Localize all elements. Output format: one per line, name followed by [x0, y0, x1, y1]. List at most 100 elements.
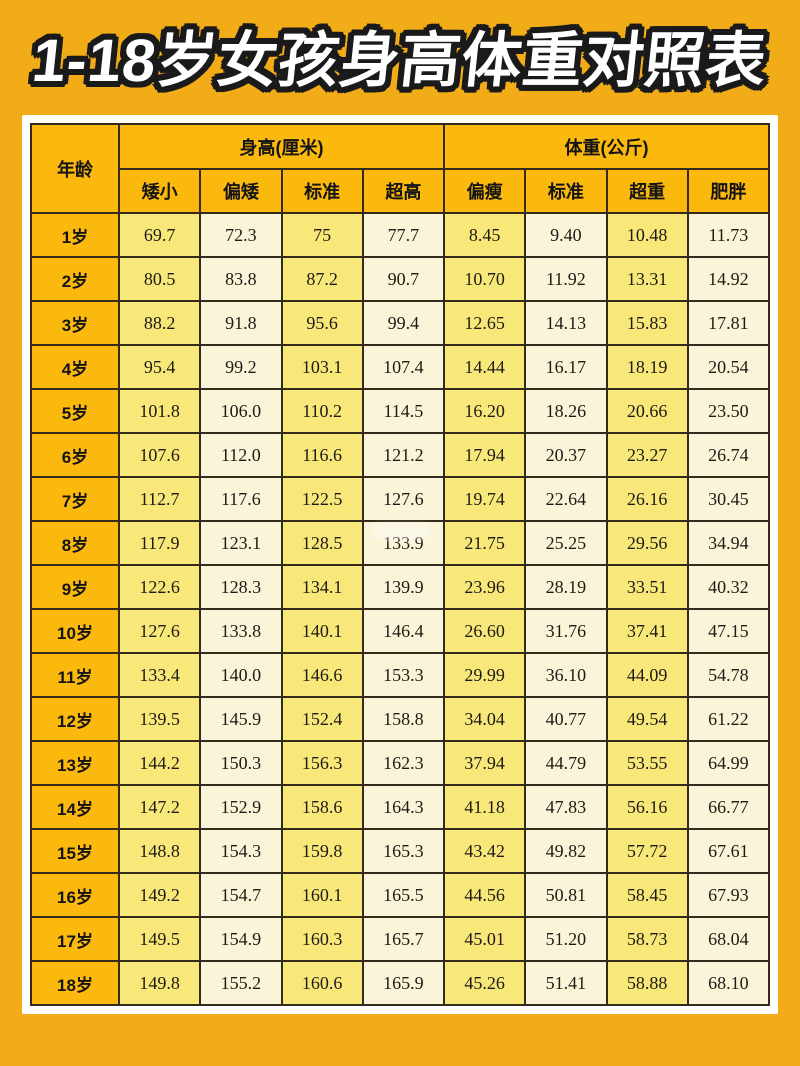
age-cell: 14岁 — [30, 784, 120, 830]
age-cell: 10岁 — [30, 608, 120, 654]
table-row: 4岁 95.4 99.2 103.1 107.4 14.44 16.17 18.19 20.54 — [30, 344, 771, 390]
table-cell: 149.2 — [117, 872, 202, 918]
table-cell: 20.54 — [686, 344, 771, 390]
table-cell: 67.93 — [686, 872, 771, 918]
table-cell: 25.25 — [524, 520, 608, 566]
table-cell: 117.9 — [117, 520, 202, 566]
table-cell: 128.3 — [199, 564, 283, 610]
table-cell: 146.4 — [361, 608, 446, 654]
table-cell: 158.8 — [361, 696, 446, 742]
age-cell: 1岁 — [30, 212, 120, 258]
age-cell: 12岁 — [30, 696, 120, 742]
column-header-standard: 标准 — [280, 168, 364, 214]
table-cell: 14.13 — [524, 300, 608, 346]
age-cell: 8岁 — [30, 520, 120, 566]
table-cell: 17.94 — [442, 432, 527, 478]
table-cell: 45.01 — [442, 916, 527, 962]
table-cell: 80.5 — [117, 256, 202, 302]
table-cell: 57.72 — [605, 828, 689, 874]
table-cell: 29.99 — [442, 652, 527, 698]
table-cell: 77.7 — [361, 212, 446, 258]
table-cell: 122.5 — [280, 476, 364, 522]
table-cell: 146.6 — [280, 652, 364, 698]
age-cell: 9岁 — [30, 564, 120, 610]
table-cell: 156.3 — [280, 740, 364, 786]
table-cell: 107.4 — [361, 344, 446, 390]
table-cell: 139.5 — [117, 696, 202, 742]
table-row: 14岁 147.2 152.9 158.6 164.3 41.18 47.83 56.16 66… — [30, 784, 771, 830]
table-cell: 75 — [280, 212, 364, 258]
age-cell: 6岁 — [30, 432, 120, 478]
table-cell: 144.2 — [117, 740, 202, 786]
table-cell: 128.5 — [280, 520, 364, 566]
table-cell: 15.83 — [605, 300, 689, 346]
table-cell: 133.4 — [117, 652, 202, 698]
table-cell: 13.31 — [605, 256, 689, 302]
table-cell: 95.6 — [280, 300, 364, 346]
table-row: 16岁 149.2 154.7 160.1 165.5 44.56 50.81 58.45 67… — [30, 872, 771, 918]
page-title: 1-18岁女孩身高体重对照表 — [29, 27, 771, 94]
table-cell: 51.41 — [524, 960, 608, 1006]
table-cell: 64.99 — [686, 740, 771, 786]
column-header-standard: 标准 — [524, 168, 608, 214]
table-cell: 87.2 — [280, 256, 364, 302]
table-cell: 23.27 — [605, 432, 689, 478]
column-header-tall: 超高 — [361, 168, 446, 214]
table-cell: 99.4 — [361, 300, 446, 346]
table-cell: 16.20 — [442, 388, 527, 434]
table-cell: 134.1 — [280, 564, 364, 610]
table-cell: 139.9 — [361, 564, 446, 610]
table-cell: 112.0 — [199, 432, 283, 478]
table-cell: 11.73 — [686, 212, 771, 258]
table-row: 15岁 148.8 154.3 159.8 165.3 43.42 49.82 57.72 67… — [30, 828, 771, 874]
column-group-weight: 体重(公斤) — [443, 123, 770, 170]
table-cell: 123.1 — [199, 520, 283, 566]
table-cell: 44.09 — [605, 652, 689, 698]
table-cell: 160.3 — [280, 916, 364, 962]
table-cell: 58.45 — [605, 872, 689, 918]
table-cell: 40.32 — [686, 564, 771, 610]
table-cell: 155.2 — [199, 960, 283, 1006]
table-cell: 66.77 — [686, 784, 771, 830]
table-cell: 18.19 — [605, 344, 689, 390]
table-cell: 9.40 — [524, 212, 608, 258]
age-cell: 18岁 — [30, 960, 120, 1006]
table-row: 2岁 80.5 83.8 87.2 90.7 10.70 11.92 13.31 14.92 — [30, 256, 771, 302]
table-cell: 56.16 — [605, 784, 689, 830]
table-cell: 20.66 — [605, 388, 689, 434]
table-cell: 121.2 — [361, 432, 446, 478]
table-cell: 68.04 — [686, 916, 771, 962]
table-cell: 47.15 — [686, 608, 771, 654]
table-cell: 44.79 — [524, 740, 608, 786]
table-cell: 34.04 — [442, 696, 527, 742]
table-cell: 147.2 — [117, 784, 202, 830]
table-cell: 110.2 — [280, 388, 364, 434]
table-row: 8岁 117.9 123.1 128.5 133.9 21.75 25.25 29.56 34.… — [30, 520, 771, 566]
table-cell: 90.7 — [361, 256, 446, 302]
table-cell: 45.26 — [442, 960, 527, 1006]
table-cell: 26.60 — [442, 608, 527, 654]
table-cell: 54.78 — [686, 652, 771, 698]
age-cell: 3岁 — [30, 300, 120, 346]
table-cell: 40.77 — [524, 696, 608, 742]
table-cell: 112.7 — [117, 476, 202, 522]
age-cell: 16岁 — [30, 872, 120, 918]
table-cell: 69.7 — [117, 212, 202, 258]
table-cell: 154.9 — [199, 916, 283, 962]
table-row: 13岁 144.2 150.3 156.3 162.3 37.94 44.79 53.55 64… — [30, 740, 771, 786]
table-cell: 152.9 — [199, 784, 283, 830]
table-cell: 165.3 — [361, 828, 446, 874]
table-cell: 50.81 — [524, 872, 608, 918]
table-cell: 127.6 — [361, 476, 446, 522]
table-cell: 149.8 — [117, 960, 202, 1006]
table-cell: 67.61 — [686, 828, 771, 874]
growth-table: 年龄 身高(厘米) 体重(公斤) 矮小 偏矮 标准 超高 偏瘦 标准 超重 肥胖 1岁 69.7… — [30, 123, 771, 1006]
table-cell: 106.0 — [199, 388, 283, 434]
table-cell: 165.9 — [361, 960, 446, 1006]
table-row: 12岁 139.5 145.9 152.4 158.8 34.04 40.77 49.54 61… — [30, 696, 771, 742]
table-cell: 16.17 — [524, 344, 608, 390]
table-cell: 58.88 — [605, 960, 689, 1006]
table-cell: 165.5 — [361, 872, 446, 918]
table-cell: 22.64 — [524, 476, 608, 522]
